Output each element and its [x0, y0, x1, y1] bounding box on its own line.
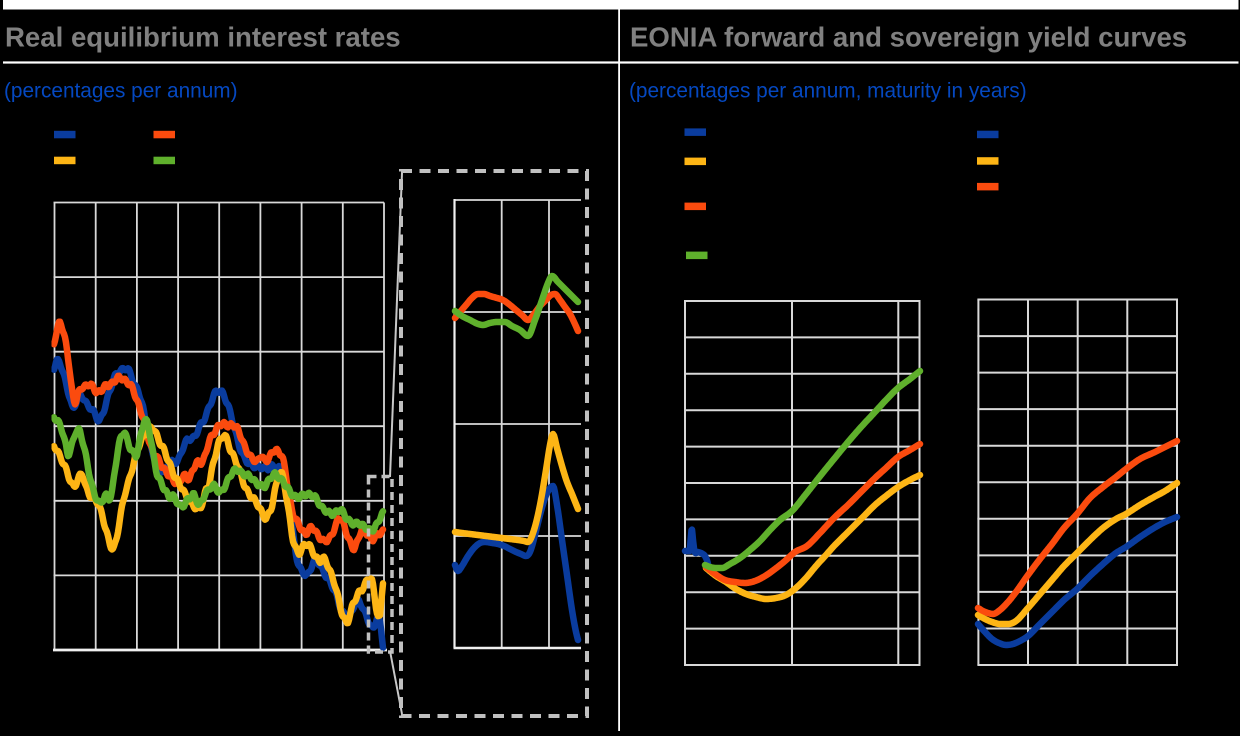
svg-text:EONIA forward and sovereign yi: EONIA forward and sovereign yield curves	[630, 22, 1187, 53]
svg-text:(percentages per annum, maturi: (percentages per annum, maturity in year…	[629, 80, 1027, 103]
svg-text:(percentages per annum): (percentages per annum)	[4, 80, 238, 103]
svg-text:Real equilibrium interest rate: Real equilibrium interest rates	[5, 22, 401, 53]
